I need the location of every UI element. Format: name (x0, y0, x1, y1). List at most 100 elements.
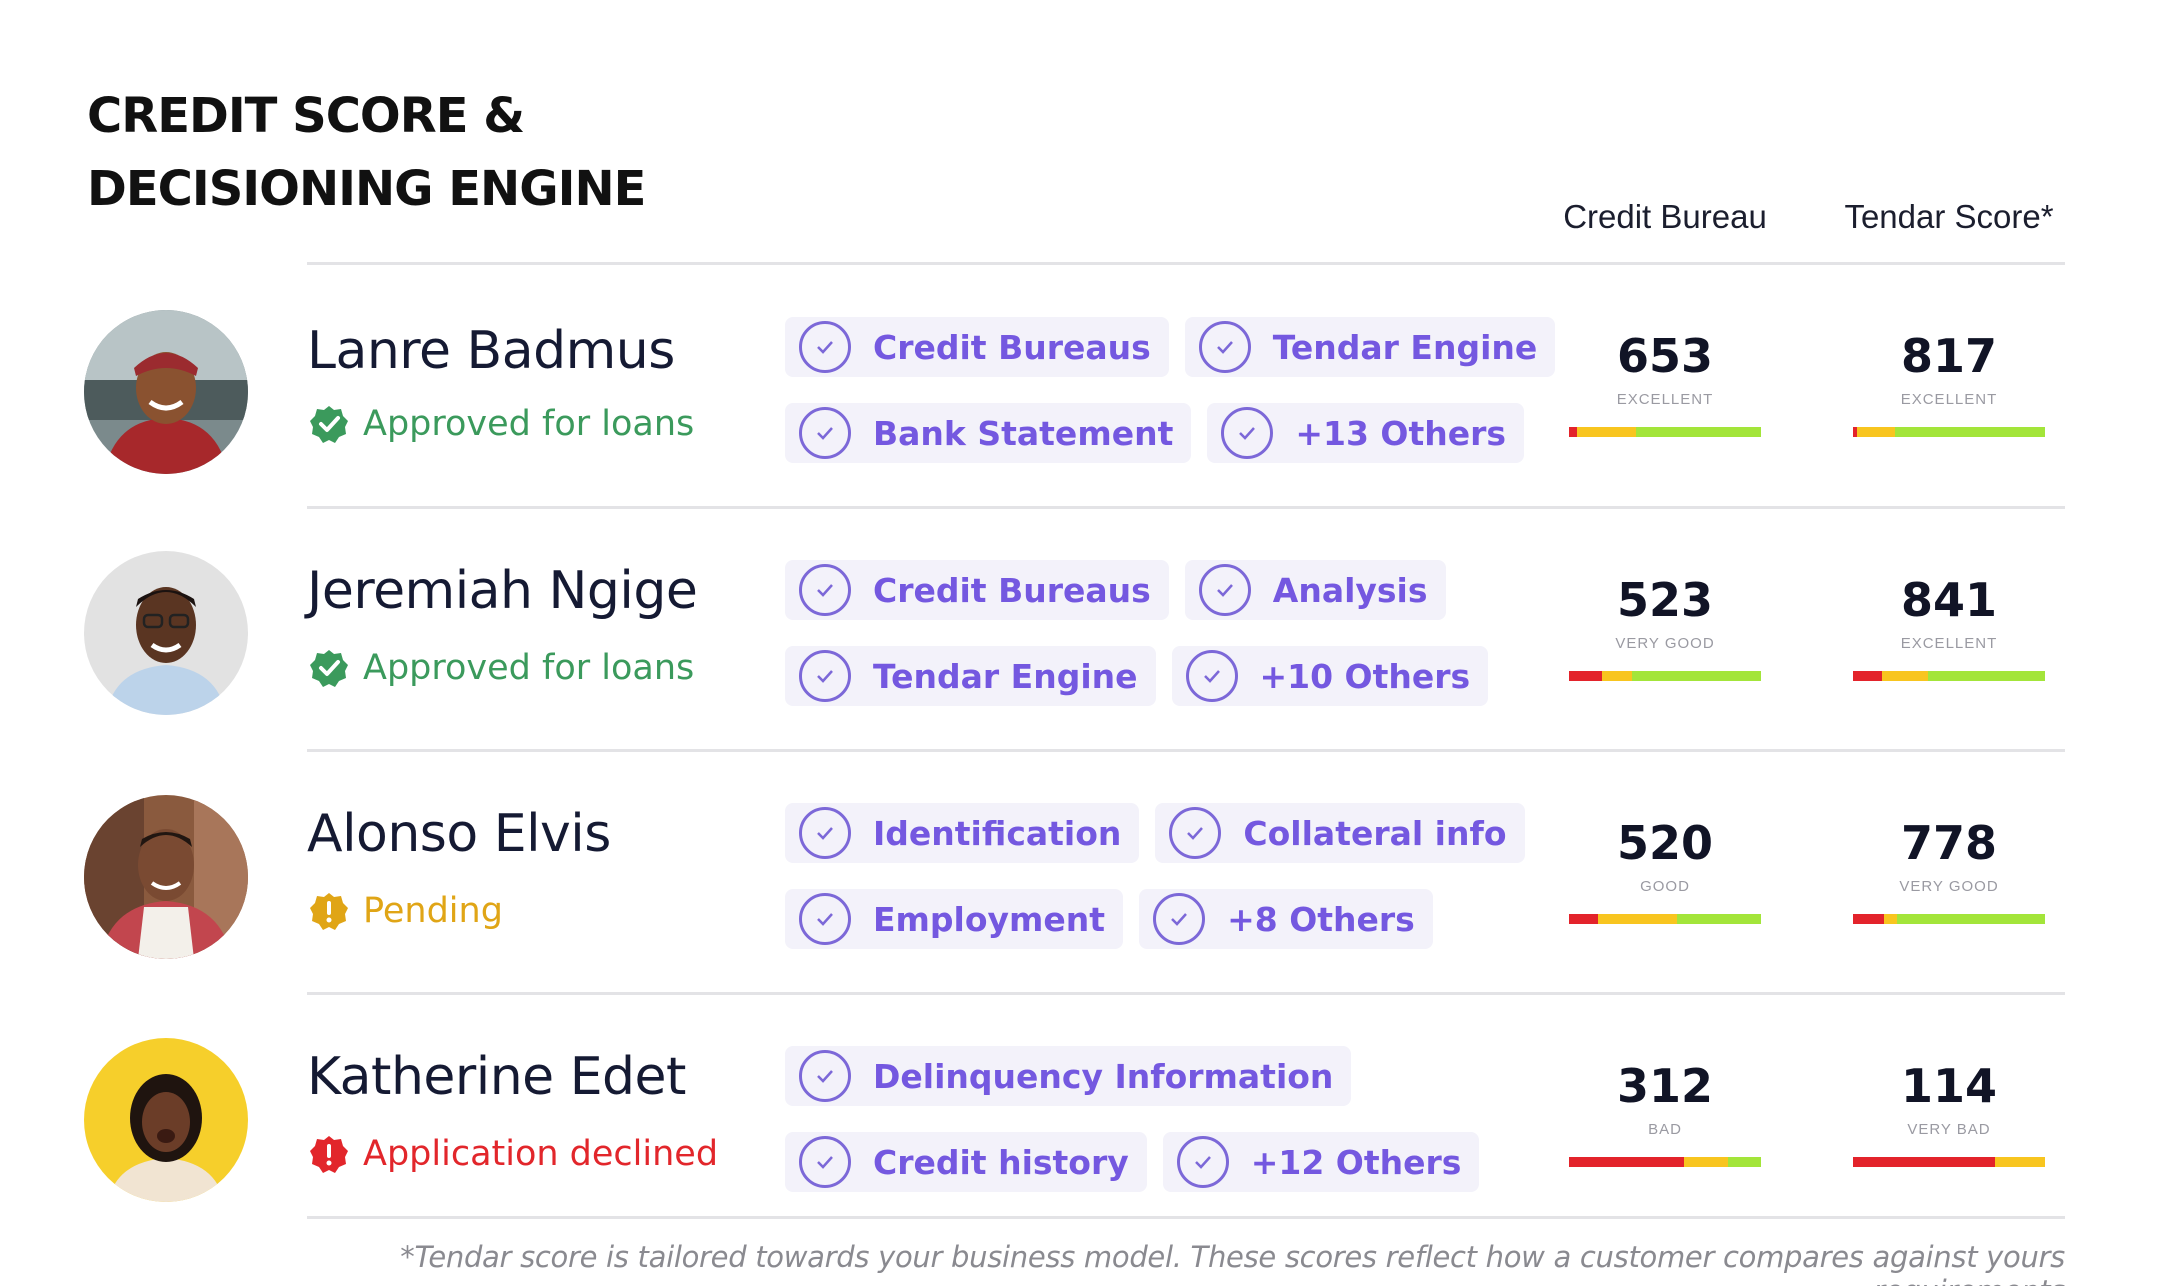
avatar (84, 1038, 248, 1202)
chip-label: Credit Bureaus (873, 570, 1151, 610)
source-chip[interactable]: +10 Others (1171, 646, 1489, 706)
score-rating: VERY BAD (1907, 1121, 1991, 1138)
score-rating: BAD (1648, 1121, 1682, 1138)
status-label: Pending (363, 891, 503, 931)
applicant-row[interactable]: Lanre Badmus Approved for loans Credit B… (0, 265, 2171, 508)
score-value: 523 (1616, 573, 1714, 627)
source-chip[interactable]: Credit Bureaus (785, 317, 1169, 377)
score-bar (1569, 671, 1761, 681)
applicant-row[interactable]: Katherine Edet Application declined Deli… (0, 995, 2171, 1238)
check-circle-icon (1198, 321, 1251, 373)
score-rating: EXCELLENT (1900, 391, 1998, 408)
bar-segment-red (1853, 914, 1884, 924)
score-bar (1569, 427, 1761, 437)
divider (307, 506, 2065, 509)
tendar-score: 817 EXCELLENT (1853, 329, 2045, 437)
applicant-row[interactable]: Jeremiah Ngige Approved for loans Credit… (0, 509, 2171, 752)
chip-label: +10 Others (1259, 656, 1471, 696)
applicant-name: Katherine Edet (307, 1047, 686, 1107)
chip-label: Credit history (873, 1142, 1129, 1182)
status-label: Approved for loans (363, 404, 695, 444)
source-chip[interactable]: +8 Others (1139, 889, 1433, 949)
source-chip[interactable]: Credit Bureaus (785, 560, 1169, 620)
divider (307, 262, 2065, 265)
source-chip[interactable]: Credit history (785, 1132, 1147, 1192)
status-label: Approved for loans (363, 648, 695, 688)
score-value: 653 (1616, 329, 1714, 383)
source-chip[interactable]: Collateral info (1155, 803, 1525, 863)
tendar-score: 114 VERY BAD (1853, 1059, 2045, 1167)
source-chip[interactable]: +12 Others (1162, 1132, 1480, 1192)
bar-segment-green (1897, 914, 2045, 924)
applicant-name: Alonso Elvis (307, 804, 611, 864)
chip-line: Bank Statement +13 Others (785, 403, 1525, 463)
chip-label: Analysis (1272, 570, 1428, 610)
bar-segment-yellow (1856, 427, 1896, 437)
chip-line: Credit history +12 Others (785, 1132, 1480, 1192)
bar-segment-green (1927, 671, 2045, 681)
score-bar (1569, 914, 1761, 924)
score-value: 817 (1900, 329, 1998, 383)
tendar-score: 841 EXCELLENT (1853, 573, 2045, 681)
check-circle-icon (1185, 650, 1238, 702)
chip-label: +13 Others (1295, 413, 1507, 453)
score-value: 114 (1900, 1059, 1998, 1113)
chip-line: Credit Bureaus Tendar Engine (785, 317, 1556, 377)
alert-badge-icon (310, 893, 348, 930)
chip-line: Delinquency Information (785, 1046, 1352, 1106)
avatar (84, 795, 248, 959)
source-chip[interactable]: Tendar Engine (1184, 317, 1556, 377)
score-bar (1853, 914, 2045, 924)
check-circle-icon (799, 1050, 851, 1102)
check-badge-icon (310, 406, 348, 443)
applicant-name: Jeremiah Ngige (307, 561, 698, 621)
source-chip[interactable]: Identification (785, 803, 1140, 863)
avatar (84, 310, 248, 474)
bar-segment-red (1569, 914, 1598, 924)
score-bar (1853, 671, 2045, 681)
source-chip[interactable]: Bank Statement (785, 403, 1192, 463)
bar-segment-red (1569, 1157, 1685, 1167)
divider (307, 749, 2065, 752)
check-circle-icon (1221, 407, 1274, 459)
column-header-tendar-score: Tendar Score* (1844, 198, 2054, 235)
bar-segment-red (1853, 427, 1857, 437)
check-badge-icon (310, 650, 348, 687)
bar-segment-yellow (1883, 914, 1898, 924)
score-rating: GOOD (1640, 878, 1690, 895)
chip-label: Collateral info (1243, 813, 1507, 853)
alert-badge-icon (310, 1136, 348, 1173)
bar-segment-green (1895, 427, 2045, 437)
source-chip[interactable]: Analysis (1184, 560, 1446, 620)
check-circle-icon (799, 407, 851, 459)
score-value: 841 (1900, 573, 1998, 627)
bar-segment-yellow (1601, 671, 1633, 681)
check-circle-icon (799, 1136, 851, 1188)
score-rating: EXCELLENT (1900, 635, 1998, 652)
bar-segment-yellow (1576, 427, 1637, 437)
credit-bureau-score: 523 VERY GOOD (1569, 573, 1761, 681)
bar-segment-green (1728, 1157, 1761, 1167)
check-circle-icon (799, 807, 851, 859)
check-circle-icon (799, 650, 851, 702)
status-approved: Approved for loans (309, 404, 694, 444)
source-chip[interactable]: Tendar Engine (785, 646, 1156, 706)
divider (307, 992, 2065, 995)
check-circle-icon (799, 564, 851, 616)
applicant-row[interactable]: Alonso Elvis Pending Identification Coll… (0, 752, 2171, 995)
chip-line: Tendar Engine +10 Others (785, 646, 1489, 706)
source-chip[interactable]: Employment (785, 889, 1124, 949)
score-rating: EXCELLENT (1616, 391, 1714, 408)
bar-segment-red (1853, 671, 1882, 681)
bar-segment-yellow (1597, 914, 1677, 924)
chip-line: Identification Collateral info (785, 803, 1525, 863)
source-chip[interactable]: +13 Others (1207, 403, 1525, 463)
chip-label: Identification (873, 813, 1122, 853)
check-circle-icon (1176, 1136, 1229, 1188)
tendar-score: 778 VERY GOOD (1853, 816, 2045, 924)
credit-bureau-score: 653 EXCELLENT (1569, 329, 1761, 437)
source-chip[interactable]: Delinquency Information (785, 1046, 1352, 1106)
score-rating: VERY GOOD (1899, 878, 1999, 895)
bar-segment-red (1853, 1157, 1996, 1167)
score-bar (1853, 427, 2045, 437)
